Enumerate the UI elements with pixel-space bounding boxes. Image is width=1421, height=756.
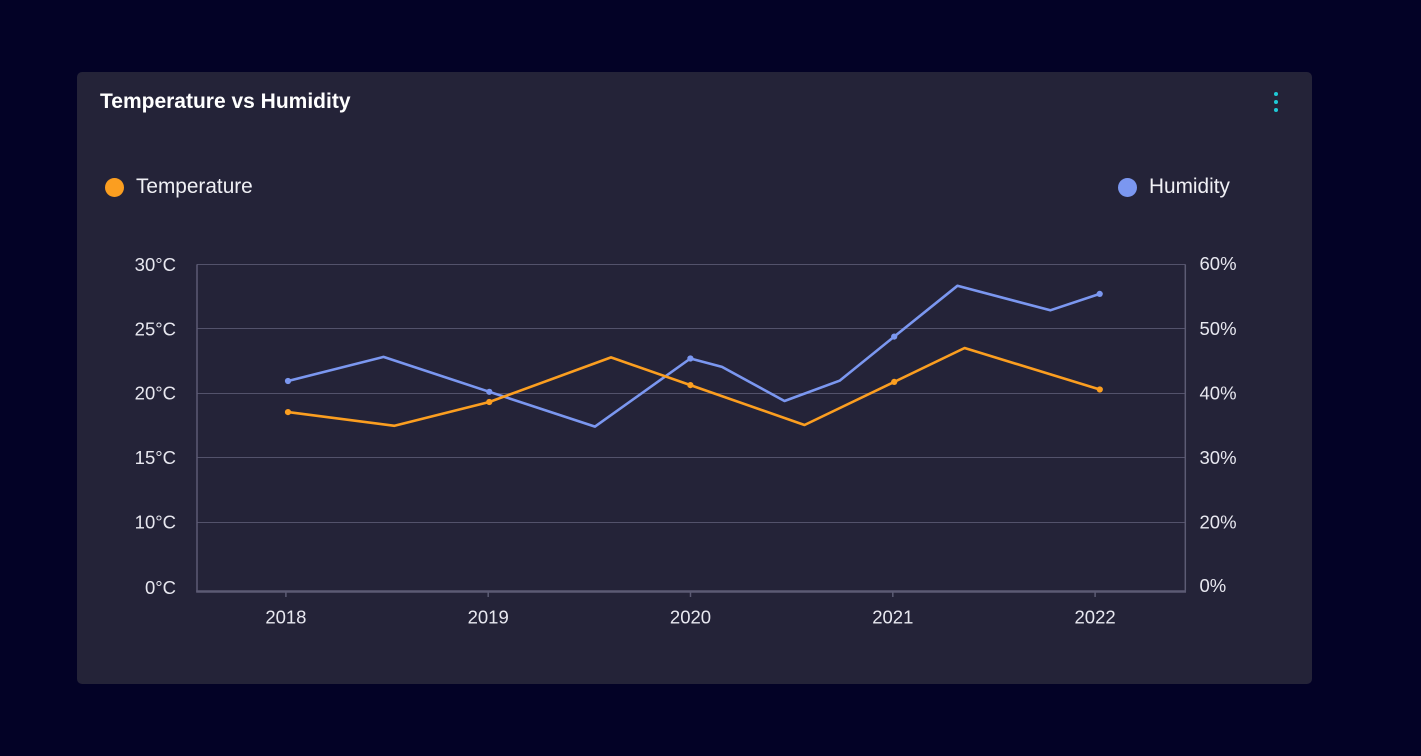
svg-text:2019: 2019 bbox=[468, 606, 509, 627]
svg-text:2021: 2021 bbox=[872, 606, 913, 627]
svg-text:50%: 50% bbox=[1200, 318, 1237, 339]
svg-text:20%: 20% bbox=[1200, 511, 1237, 532]
svg-text:60%: 60% bbox=[1200, 253, 1237, 274]
svg-text:0°C: 0°C bbox=[145, 577, 176, 598]
svg-text:10°C: 10°C bbox=[135, 511, 176, 532]
svg-text:30%: 30% bbox=[1200, 447, 1237, 468]
svg-text:2022: 2022 bbox=[1075, 606, 1116, 627]
svg-text:2020: 2020 bbox=[670, 606, 711, 627]
svg-text:20°C: 20°C bbox=[135, 383, 176, 404]
svg-text:15°C: 15°C bbox=[135, 447, 176, 468]
svg-text:40%: 40% bbox=[1200, 383, 1237, 404]
svg-text:25°C: 25°C bbox=[135, 318, 176, 339]
svg-text:30°C: 30°C bbox=[135, 254, 176, 275]
svg-text:0%: 0% bbox=[1200, 575, 1227, 596]
svg-text:2018: 2018 bbox=[265, 606, 306, 627]
